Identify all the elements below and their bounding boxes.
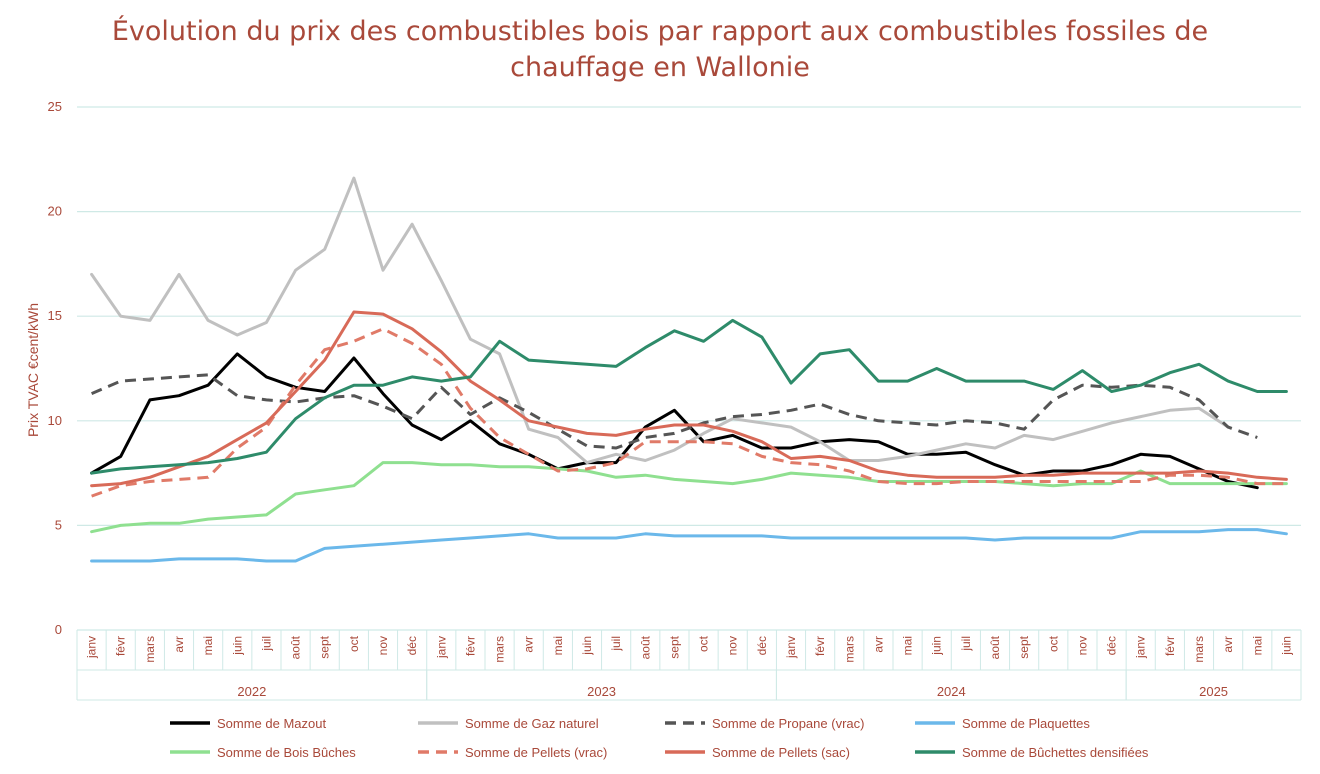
x-tick-label: avr [871,636,885,653]
x-tick-label: août [289,635,303,659]
y-tick-label: 20 [48,204,62,219]
legend-label: Somme de Mazout [217,716,326,731]
x-tick-label: mai [551,636,565,655]
x-tick-label: oct [1046,635,1060,652]
legend-label: Somme de Bois Bûches [217,745,356,760]
x-tick-label: mai [1250,636,1264,655]
x-tick-label: févr [114,636,128,656]
x-axis: janv févr mars avr mai juin juil août sept oct nov… [76,629,1302,701]
x-tick-label: avr [522,636,536,653]
y-axis-label: Prix TVAC €cent/kWh [25,303,41,437]
x-tick-label: juil [609,636,623,652]
year-label: 2024 [937,684,966,699]
x-tick-label: janv [784,636,798,659]
x-tick-label: févr [813,636,827,656]
x-tick-label: janv [434,636,448,659]
series-line [91,327,1287,498]
x-tick-label: janv [85,636,99,659]
y-tick-label: 10 [48,413,62,428]
x-tick-label: déc [755,636,769,655]
year-label: 2023 [587,684,616,699]
x-tick-label: déc [1105,636,1119,655]
legend-label: Somme de Plaquettes [962,716,1090,731]
x-tick-label: sept [1017,635,1031,658]
x-tick-label: juin [230,636,244,656]
y-tick-label: 0 [55,622,62,637]
legend-label: Somme de Pellets (sac) [712,745,850,760]
series-line [90,310,1288,488]
x-tick-label: mai [901,636,915,655]
x-tick-label: déc [405,636,419,655]
x-tick-label: mai [201,636,215,655]
year-label: 2025 [1199,684,1228,699]
y-tick-label: 15 [48,308,62,323]
x-tick-label: nov [1075,636,1089,655]
legend-label: Somme de Bûchettes densifiées [962,745,1149,760]
x-tick-label: févr [1163,636,1177,656]
x-tick-label: janv [1134,636,1148,659]
x-tick-label: nov [726,636,740,655]
legend: Somme de Mazout Somme de Gaz naturel Somme… [170,716,1149,760]
series-line [90,352,1259,490]
x-tick-label: sept [667,635,681,658]
legend-label: Somme de Propane (vrac) [712,716,864,731]
x-tick-label: mars [143,636,157,663]
y-tick-label: 25 [48,99,62,114]
x-tick-label: juil [959,636,973,652]
y-tick-label: 5 [55,517,62,532]
year-label: 2022 [237,684,266,699]
x-tick-label: août [988,635,1002,659]
x-tick-label: mars [842,636,856,663]
x-tick-label: oct [347,635,361,652]
x-tick-label: juil [259,636,273,652]
x-tick-label: juin [930,636,944,656]
x-tick-label: août [638,635,652,659]
legend-label: Somme de Pellets (vrac) [465,745,607,760]
x-tick-label: sept [318,635,332,658]
series-line [90,528,1288,563]
x-tick-label: mars [493,636,507,663]
x-tick-label: nov [376,636,390,655]
series-line [90,176,1230,465]
x-tick-label: juin [580,636,594,656]
series-line [90,318,1288,475]
x-tick-label: oct [697,635,711,652]
series-lines [90,176,1288,563]
x-tick-label: juin [1279,636,1293,656]
x-tick-label: avr [172,636,186,653]
series-line [90,461,1288,534]
x-tick-label: févr [463,636,477,656]
legend-label: Somme de Gaz naturel [465,716,599,731]
y-axis-tick-labels: 0 5 10 15 20 25 [48,99,62,637]
chart-title: Évolution du prix des combustibles bois … [111,16,1209,83]
gridlines [77,106,1301,631]
x-tick-label: mars [1192,636,1206,663]
x-tick-label: avr [1221,636,1235,653]
